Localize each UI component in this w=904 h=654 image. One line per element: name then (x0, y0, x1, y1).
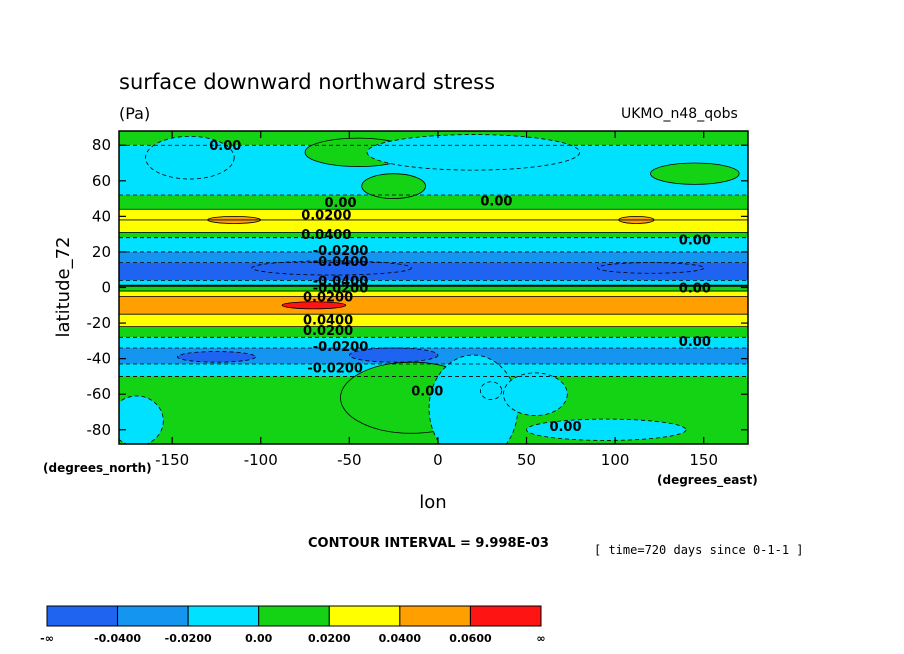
contour-value-label: 0.00 (324, 196, 356, 211)
contour-value-label: 0.00 (679, 233, 711, 248)
y-tick-label: 40 (92, 207, 111, 225)
colorbar-swatch-2 (187, 605, 260, 627)
contour-anomaly-16 (119, 395, 164, 444)
contour-value-label: 0.0400 (301, 228, 351, 243)
x-tick-label: -50 (337, 451, 362, 469)
colorbar-label: 0.00 (245, 632, 272, 645)
colorbar-label: 0.0600 (449, 632, 492, 645)
colorbar-swatch-1 (117, 605, 189, 627)
y-tick-label: -80 (87, 421, 112, 439)
contour-value-label: 0.0200 (303, 324, 353, 339)
contour-band-7 (119, 251, 748, 263)
contour-band-3 (119, 209, 748, 220)
x-tick-label: -150 (155, 451, 189, 469)
colorbar-swatch-6 (469, 605, 542, 627)
units-label: (Pa) (119, 104, 150, 123)
colorbar-label: -0.0400 (94, 632, 141, 645)
colorbar-label: 0.0200 (308, 632, 351, 645)
contour-value-label: -0.0200 (313, 282, 369, 297)
y-tick-label: 80 (92, 136, 111, 154)
contour-value-label: -0.0200 (313, 244, 369, 259)
y-tick-label: -40 (87, 350, 112, 368)
contour-value-label: -0.0400 (313, 274, 369, 289)
colorbar-label: -∞ (40, 632, 54, 645)
contour-band-14 (119, 326, 748, 338)
dataset-label: UKMO_n48_qobs (621, 106, 738, 122)
contour-anomaly-13 (428, 354, 519, 444)
time-label: [ time=720 days since 0-1-1 ] (594, 543, 804, 557)
contour-value-label: -0.0200 (313, 340, 369, 355)
contour-value-label: 0.00 (679, 335, 711, 350)
x-axis: -150 -100 -50 0 50 100 150 (155, 131, 718, 469)
x-tick-label: -100 (244, 451, 278, 469)
contour-anomaly-9 (281, 301, 347, 310)
y-axis-label: latitude_72 (53, 237, 74, 338)
contour-band-6 (119, 237, 748, 252)
contour-fill-layer (119, 131, 748, 444)
y-units-label: (degrees_north) (43, 461, 152, 476)
contour-value-label: -0.0200 (307, 362, 363, 377)
contour-anomaly-2 (361, 173, 426, 199)
colorbar-label: -0.0200 (165, 632, 212, 645)
colorbar-swatch-4 (328, 605, 401, 627)
y-tick-label: -20 (87, 314, 112, 332)
contour-value-label: 0.00 (411, 385, 443, 400)
contour-band-15 (119, 337, 748, 348)
y-tick-label: -60 (87, 385, 112, 403)
contour-anomaly-3 (366, 134, 581, 171)
contour-value-label: -0.0400 (313, 255, 369, 270)
colorbar-label: ∞ (536, 632, 545, 645)
contour-anomaly-14 (503, 372, 568, 416)
contour-line-layer (119, 144, 748, 377)
contour-anomaly-0 (145, 135, 235, 180)
x-tick-label: 150 (689, 451, 718, 469)
contour-anomaly-11 (177, 351, 256, 363)
contour-band-9 (119, 280, 748, 286)
contour-anomaly-10 (348, 347, 439, 363)
contour-band-5 (119, 232, 748, 238)
x-tick-label: 0 (433, 451, 443, 469)
y-tick-label: 0 (101, 279, 111, 297)
x-tick-label: 100 (601, 451, 630, 469)
colorbar-swatch-5 (399, 605, 471, 627)
chart-title: surface downward northward stress (119, 70, 495, 94)
contour-value-label: 0.00 (209, 139, 241, 154)
contour-band-13 (119, 314, 748, 327)
contour-interval-label: CONTOUR INTERVAL = 9.998E-03 (308, 536, 549, 551)
contour-band-12 (119, 296, 748, 315)
contour-anomaly-7 (251, 260, 412, 276)
contour-label-layer: 0.000.00 0.000.02000.0400-0.0200-0.0400-0… (209, 139, 711, 435)
contour-value-label: 0.0400 (303, 314, 353, 329)
contour-anomaly-8 (596, 262, 705, 274)
y-tick-label: 60 (92, 172, 111, 190)
y-tick-label: 20 (92, 243, 111, 261)
x-units-label: (degrees_east) (657, 473, 758, 488)
contour-value-label: 0.0200 (301, 209, 351, 224)
contour-value-label: 0.00 (480, 194, 512, 209)
colorbar-swatch-3 (258, 605, 330, 627)
x-tick-label: 50 (517, 451, 536, 469)
contour-anomaly-17 (526, 418, 687, 441)
colorbar-swatch-0 (46, 605, 119, 627)
y-axis: 80 60 40 20 0 -20 -40 -60 -80 (87, 136, 748, 439)
contour-value-label: 0.00 (679, 282, 711, 297)
contour-band-11 (119, 291, 748, 297)
contour-band-10 (119, 285, 748, 292)
x-axis-label: lon (419, 492, 446, 513)
contour-band-4 (119, 219, 748, 233)
colorbar-label: 0.0400 (379, 632, 422, 645)
contour-band-2 (119, 195, 748, 210)
colorbar: -∞ -0.0400 -0.0200 0.00 0.0200 0.0400 0.0600 ∞ (40, 605, 546, 645)
contour-value-label: 0.0200 (303, 290, 353, 305)
contour-value-label: 0.00 (549, 420, 581, 435)
contour-anomaly-4 (650, 162, 740, 185)
contour-anomaly-15 (480, 381, 503, 400)
